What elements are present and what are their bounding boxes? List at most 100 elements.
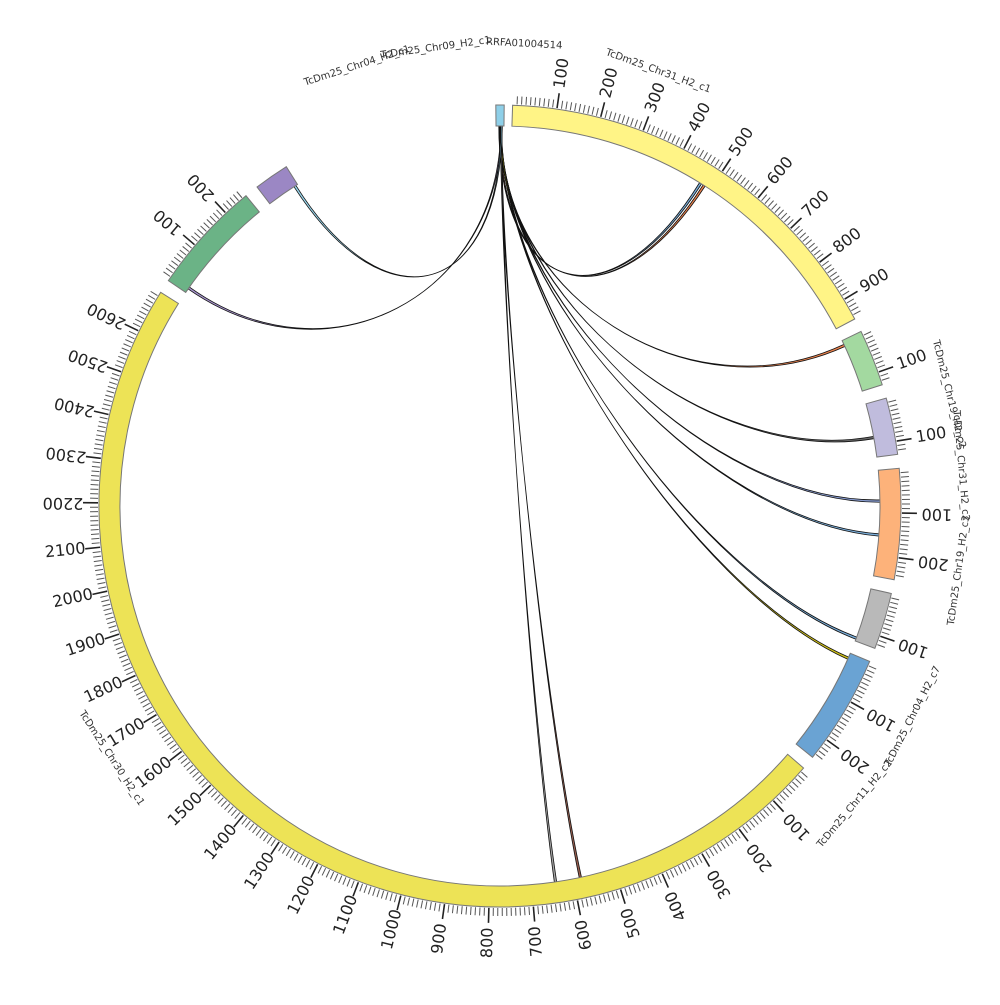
minor-tick [202, 782, 208, 787]
minor-tick [829, 736, 836, 741]
minor-tick [744, 180, 749, 186]
tick-label: 1200 [283, 873, 318, 918]
minor-tick [93, 556, 101, 557]
minor-tick [765, 198, 770, 204]
minor-tick [152, 719, 159, 723]
minor-tick [840, 287, 847, 291]
minor-tick [92, 462, 100, 463]
minor-tick [107, 391, 115, 393]
major-tick [215, 202, 225, 213]
minor-tick [457, 906, 458, 914]
minor-tick [711, 157, 715, 164]
minor-tick [692, 146, 696, 153]
minor-tick [126, 671, 133, 674]
minor-tick [109, 382, 117, 384]
minor-tick [710, 849, 714, 856]
minor-tick [117, 361, 124, 364]
minor-tick [573, 901, 574, 909]
minor-tick [96, 435, 104, 436]
minor-tick [351, 881, 354, 888]
tick-label: 1000 [377, 907, 405, 951]
minor-tick [412, 899, 414, 907]
minor-tick [658, 876, 661, 883]
major-tick [643, 116, 648, 130]
minor-tick [676, 137, 680, 144]
minor-tick [629, 887, 632, 895]
minor-tick [122, 348, 129, 351]
minor-tick [134, 687, 141, 691]
minor-tick [842, 291, 849, 295]
minor-tick [828, 268, 835, 273]
minor-tick [373, 888, 375, 896]
minor-tick [162, 733, 169, 738]
minor-tick [223, 204, 228, 210]
minor-tick [145, 707, 152, 711]
minor-tick [700, 150, 704, 157]
major-tick [105, 634, 119, 639]
minor-tick [560, 904, 561, 912]
minor-tick [237, 192, 242, 198]
minor-tick [608, 893, 610, 901]
minor-tick [138, 695, 145, 699]
minor-tick [267, 837, 272, 844]
minor-tick [170, 744, 176, 749]
tick-label: 900 [427, 922, 450, 955]
minor-tick [561, 101, 562, 109]
minor-tick [882, 378, 890, 381]
minor-tick [846, 710, 853, 714]
minor-tick [242, 818, 247, 824]
minor-tick [901, 477, 909, 478]
major-tick [200, 785, 211, 795]
ideogram-tcdm25-chr31-h2-c2 [866, 398, 898, 457]
minor-tick [101, 600, 109, 602]
minor-tick [874, 357, 881, 360]
tick-label: 200 [742, 840, 775, 876]
minor-tick [737, 175, 742, 181]
minor-tick [889, 607, 897, 609]
minor-tick [148, 295, 155, 299]
minor-tick [529, 907, 530, 915]
minor-tick [896, 435, 904, 436]
minor-tick [719, 162, 723, 169]
minor-tick [575, 103, 576, 111]
minor-tick [688, 144, 692, 151]
major-tick [442, 904, 444, 919]
minor-tick [252, 826, 257, 832]
tick-label: 700 [525, 926, 546, 958]
minor-tick [680, 139, 684, 146]
minor-tick [583, 105, 585, 113]
minor-tick [381, 891, 383, 899]
minor-tick [797, 229, 803, 234]
minor-tick [93, 552, 101, 553]
minor-tick [819, 751, 825, 756]
minor-tick [686, 862, 690, 869]
minor-tick [586, 899, 588, 907]
minor-tick [124, 667, 131, 670]
minor-tick [553, 100, 554, 108]
minor-tick [174, 257, 180, 262]
tick-label: 2400 [52, 394, 96, 422]
minor-tick [893, 418, 901, 420]
minor-tick [672, 135, 675, 142]
minor-tick [682, 864, 686, 871]
minor-tick [98, 426, 106, 428]
minor-tick [120, 352, 127, 355]
minor-tick [95, 439, 103, 440]
minor-tick [112, 373, 120, 376]
major-tick [601, 102, 605, 117]
minor-tick [408, 898, 410, 906]
minor-tick [694, 858, 698, 865]
minor-tick [217, 210, 223, 216]
minor-tick [114, 643, 122, 646]
minor-tick [732, 834, 737, 841]
minor-tick [715, 160, 719, 167]
minor-tick [157, 726, 164, 730]
minor-tick [822, 261, 828, 266]
minor-tick [92, 471, 100, 472]
minor-tick [884, 624, 892, 626]
major-tick [758, 186, 768, 197]
minor-tick [877, 365, 885, 368]
minor-tick [225, 804, 230, 810]
minor-tick [876, 361, 883, 364]
